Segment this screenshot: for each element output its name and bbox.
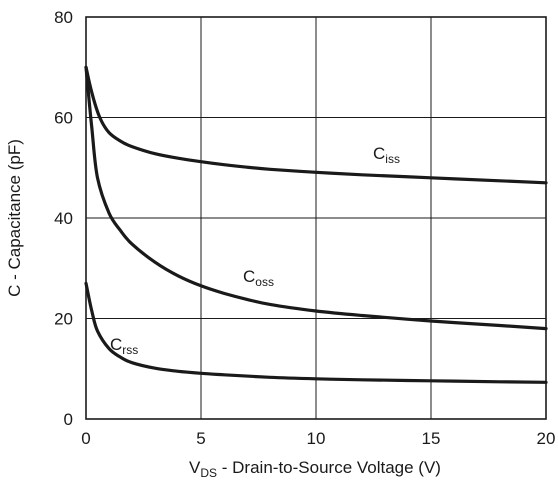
y-axis-label: C - Capacitance (pF) bbox=[5, 139, 24, 297]
x-tick-labels: 0 5 10 15 20 bbox=[81, 429, 555, 448]
y-tick-label-40: 40 bbox=[54, 209, 73, 228]
series-label-c-iss-base: C bbox=[373, 144, 385, 163]
series-label-c-oss-base: C bbox=[243, 267, 255, 286]
y-tick-label-0: 0 bbox=[64, 410, 73, 429]
series-label-c-iss-subscript: iss bbox=[385, 152, 400, 166]
y-tick-label-80: 80 bbox=[54, 8, 73, 27]
grid bbox=[86, 17, 546, 419]
x-tick-label-5: 5 bbox=[196, 429, 205, 448]
x-tick-label-10: 10 bbox=[307, 429, 326, 448]
series-line-c-rss bbox=[84, 281, 548, 384]
series-label-c-rss-subscript: rss bbox=[122, 343, 138, 357]
series-label-c-rss: Crss bbox=[110, 335, 138, 357]
x-tick-label-15: 15 bbox=[422, 429, 441, 448]
x-axis-label: VDS - Drain-to-Source Voltage (V) bbox=[189, 458, 441, 480]
series-line-c-oss bbox=[84, 65, 548, 331]
series-label-c-rss-base: C bbox=[110, 335, 122, 354]
series-label-c-iss: Ciss bbox=[373, 144, 400, 166]
y-tick-label-20: 20 bbox=[54, 310, 73, 329]
x-axis-label-subscript: DS bbox=[200, 466, 217, 480]
x-axis-label-prefix: V bbox=[189, 458, 201, 477]
x-tick-label-0: 0 bbox=[81, 429, 90, 448]
y-tick-label-60: 60 bbox=[54, 109, 73, 128]
x-axis-label-text: - Drain-to-Source Voltage (V) bbox=[217, 458, 441, 477]
series-label-c-oss-subscript: oss bbox=[255, 275, 274, 289]
curves bbox=[84, 65, 548, 384]
y-tick-labels: 0 20 40 60 80 bbox=[54, 8, 73, 429]
x-tick-label-20: 20 bbox=[537, 429, 556, 448]
series-label-c-oss: Coss bbox=[243, 267, 274, 289]
series-line-c-iss bbox=[84, 65, 548, 185]
plot-frame bbox=[85, 16, 547, 420]
